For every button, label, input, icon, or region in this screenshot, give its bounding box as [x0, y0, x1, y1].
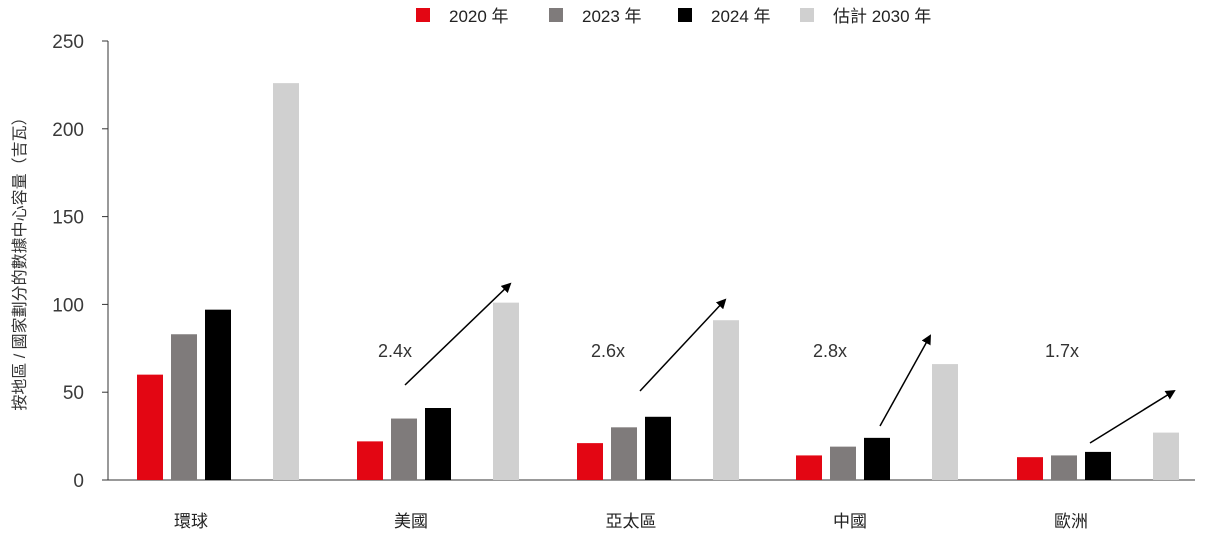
bar-series-2024: [645, 416, 671, 480]
legend-label: 2020 年: [449, 7, 509, 26]
bar-series-2030-est: [713, 320, 739, 480]
x-category-label: 亞太區: [606, 512, 657, 531]
annotations: 2.4x 2.6x 2.8x 1.7x: [378, 282, 1176, 444]
growth-multiplier-label: 1.7x: [1045, 341, 1079, 361]
y-tick-label: 200: [52, 120, 84, 141]
axes: 按地區 / 國家劃分的數據中心容量（吉瓦） 0 50 100 150 200 250 環球 美…: [11, 32, 1195, 531]
legend-swatch: [549, 8, 563, 22]
bar-series-2024: [205, 309, 231, 480]
growth-arrow: [404, 282, 512, 386]
growth-arrow: [639, 298, 727, 392]
bar-series-2020: [796, 455, 822, 480]
legend-label: 2024 年: [711, 7, 771, 26]
bar-series-2020: [577, 443, 603, 480]
bar-series-2023: [1051, 455, 1077, 480]
growth-multiplier-label: 2.4x: [378, 341, 412, 361]
y-tick-label: 150: [52, 208, 84, 229]
y-tick-label: 250: [52, 32, 84, 53]
legend-swatch: [800, 8, 814, 22]
y-tick-label: 100: [52, 295, 84, 316]
bar-series-2024: [1085, 451, 1111, 480]
y-tick-label: 0: [73, 471, 84, 492]
bar-series-2020: [1017, 457, 1043, 480]
legend: 2020 年 2023 年 2024 年 估計 2030 年: [416, 7, 931, 26]
growth-arrow: [879, 334, 931, 427]
bar-series-2030-est: [493, 302, 519, 480]
y-tick-label: 50: [63, 383, 84, 404]
bar-series-2030-est: [932, 364, 958, 480]
x-category-label: 歐洲: [1054, 512, 1088, 531]
bars: [137, 83, 1179, 481]
x-category-label: 環球: [174, 512, 208, 531]
legend-swatch: [678, 8, 692, 22]
legend-label: 估計 2030 年: [833, 7, 931, 26]
bar-series-2030-est: [273, 83, 299, 481]
bar-series-2024: [425, 408, 451, 480]
growth-multiplier-label: 2.6x: [591, 341, 625, 361]
bar-series-2020: [137, 374, 163, 480]
bar-series-2024: [864, 437, 890, 480]
legend-swatch: [416, 8, 430, 22]
y-axis-label: 按地區 / 國家劃分的數據中心容量（吉瓦）: [11, 109, 29, 410]
bar-series-2023: [391, 418, 417, 480]
growth-arrow: [1089, 389, 1176, 444]
legend-label: 2023 年: [582, 7, 642, 26]
growth-multiplier-label: 2.8x: [813, 341, 847, 361]
bar-series-2023: [611, 427, 637, 480]
x-category-label: 美國: [394, 512, 428, 531]
x-category-label: 中國: [833, 512, 867, 531]
bar-series-2023: [830, 446, 856, 480]
bar-series-2023: [171, 334, 197, 480]
bar-series-2030-est: [1153, 432, 1179, 480]
bar-series-2020: [357, 441, 383, 480]
